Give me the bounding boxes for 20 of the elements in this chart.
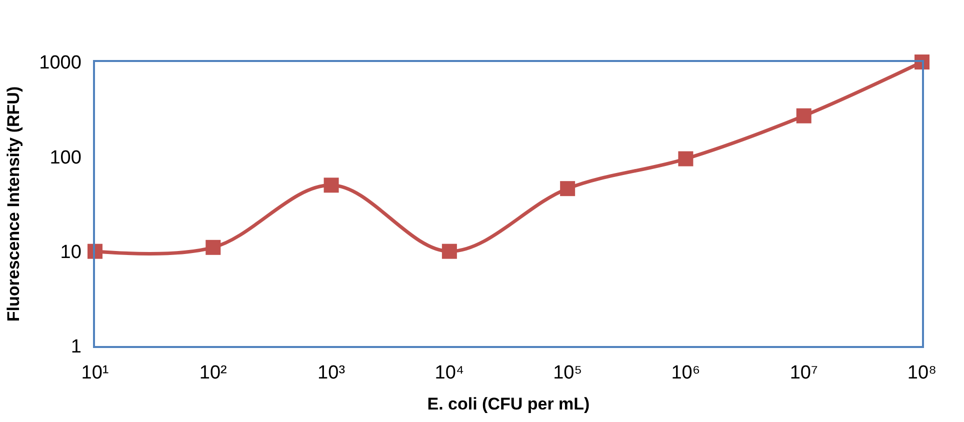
point [678,151,694,166]
point [560,181,576,196]
x-tick-label: 10⁴ [434,362,464,384]
y-tick-label: 100 [50,147,82,168]
x-tick-label: 10² [199,362,227,384]
y-tick-label: 1000 [39,52,82,74]
x-axis-title: E. coli (CFU per mL) [427,394,590,414]
x-tick-label: 10⁷ [790,362,818,384]
x-tick-label: 10¹ [81,362,109,384]
y-axis-title: Fluorescence Intensity (RFU) [4,86,24,322]
y-tick-label: 10 [60,242,82,263]
x-tick-label: 10⁵ [553,362,582,384]
y-tick-label: 1 [70,336,82,358]
point [442,244,457,259]
point [796,108,812,124]
x-tick-label: 10³ [318,362,346,384]
x-tick-label: 10⁶ [671,362,700,384]
x-tick-label: 10⁸ [907,362,937,384]
point [206,240,221,255]
point [324,178,339,193]
